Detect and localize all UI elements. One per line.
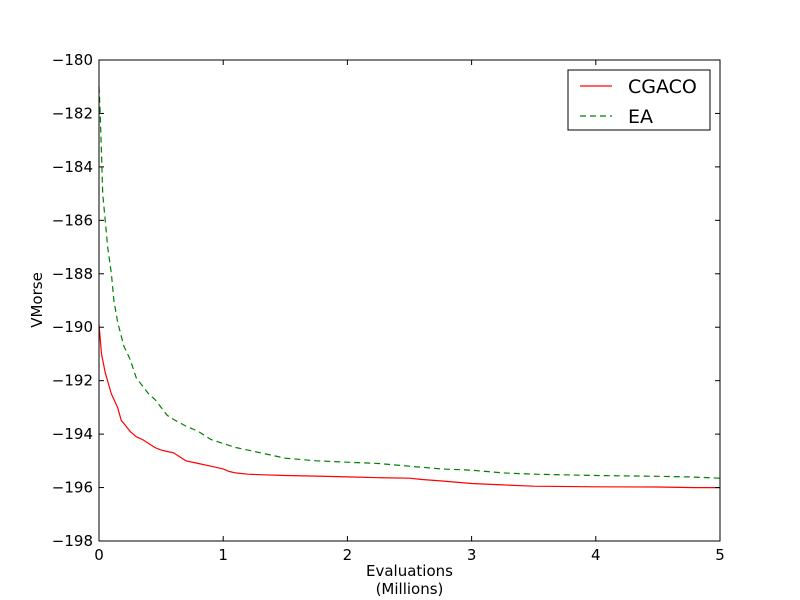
x-tick-label: 3 — [467, 546, 477, 564]
x-axis-sublabel: (Millions) — [376, 580, 444, 598]
y-tick-label: −184 — [52, 158, 93, 176]
y-tick-label: −182 — [52, 104, 93, 122]
y-tick-label: −194 — [52, 425, 93, 443]
x-tick-label: 1 — [218, 546, 228, 564]
series-lines — [98, 86, 721, 489]
x-axis-label: Evaluations — [366, 562, 453, 580]
x-tick-label: 4 — [591, 546, 601, 564]
y-tick-label: −186 — [52, 211, 93, 229]
y-tick-label: −188 — [52, 265, 93, 283]
y-tick-label: −190 — [52, 318, 93, 336]
legend-box — [567, 69, 711, 131]
legend-label-ea: EA — [628, 106, 653, 128]
legend-label-cgaco: CGACO — [628, 76, 697, 98]
x-tick-label: 2 — [343, 546, 353, 564]
series-line-cgaco — [98, 324, 720, 489]
x-tick-label: 0 — [94, 546, 104, 564]
series-line-ea — [98, 86, 721, 479]
y-tick-label: −196 — [52, 479, 93, 497]
y-axis-label: VMorse — [28, 272, 46, 328]
legend: CGACO EA — [567, 69, 711, 131]
y-tick-label: −180 — [52, 51, 93, 69]
axis-ticks: 0 1 2 3 4 5 −198 −196 −194 −192 −190 −188 −186 −184 −1… — [52, 51, 725, 564]
y-tick-label: −198 — [52, 532, 93, 550]
x-tick-label: 5 — [715, 546, 725, 564]
plot-frame — [98, 59, 721, 542]
y-tick-label: −192 — [52, 372, 93, 390]
